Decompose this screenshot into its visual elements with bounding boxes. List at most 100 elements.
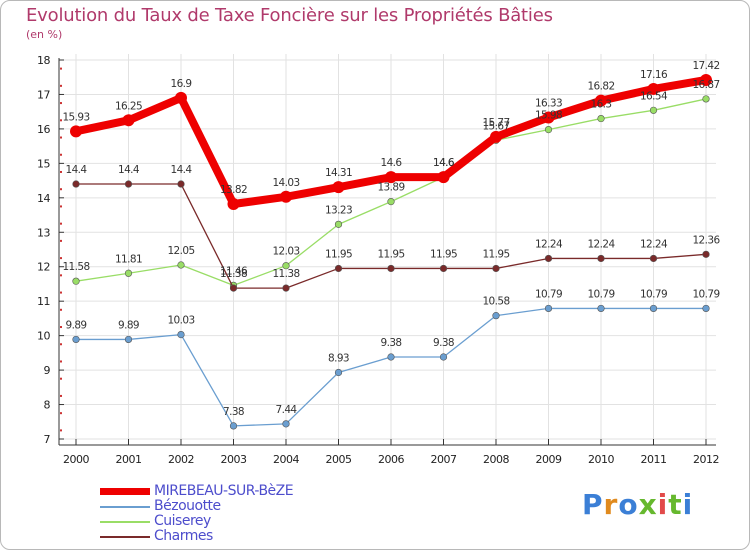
data-label: 16.54 (640, 90, 668, 102)
data-label: 14.6 (433, 157, 455, 169)
data-label: 14.03 (272, 177, 299, 189)
x-tick-label: 2005 (326, 453, 352, 466)
data-label: 12.36 (692, 234, 720, 246)
data-label: 11.38 (272, 268, 299, 280)
data-label: 14.31 (325, 167, 352, 179)
data-point (385, 171, 397, 184)
logo-letter: x (638, 488, 658, 521)
x-tick-label: 2006 (378, 453, 404, 466)
legend-swatch-cuiserey (100, 520, 150, 523)
legend-swatch-mirebeau (100, 488, 150, 495)
data-label: 16.3 (591, 99, 612, 111)
data-label: 11.95 (430, 248, 457, 260)
data-label: 11.81 (115, 253, 142, 265)
data-point (439, 353, 448, 361)
data-label: 11.46 (220, 265, 248, 277)
y-minor-tick (60, 308, 62, 311)
data-point (282, 420, 290, 428)
x-tick-label: 2010 (588, 453, 614, 466)
data-label: 7.38 (223, 406, 244, 418)
legend-item: Bézouotte (100, 499, 293, 514)
data-label: 11.95 (325, 248, 352, 260)
data-point (387, 198, 395, 206)
x-tick-label: 2003 (221, 453, 247, 466)
data-point (439, 264, 448, 273)
data-label: 13.89 (377, 182, 404, 194)
data-label: 9.38 (381, 337, 402, 349)
y-tick-label: 12 (37, 261, 50, 274)
data-label: 14.6 (381, 157, 403, 169)
x-tick-label: 2008 (483, 453, 509, 466)
data-label: 10.79 (587, 288, 614, 300)
y-tick-label: 18 (37, 54, 50, 67)
data-point (122, 114, 135, 127)
data-point (387, 353, 395, 361)
data-label: 15.98 (535, 110, 562, 122)
data-point (124, 269, 133, 277)
legend: MIREBEAU-SUR-BèZE Bézouotte Cuiserey Cha… (100, 484, 294, 544)
y-minor-tick (60, 412, 62, 415)
x-tick-label: 2009 (536, 453, 562, 466)
data-label: 11.38 (220, 268, 247, 280)
data-point (124, 180, 133, 188)
data-label: 10.03 (167, 315, 194, 327)
data-label: 13.82 (220, 184, 247, 196)
proxiti-logo: Proxiti (582, 488, 693, 521)
x-tick-label: 2011 (641, 453, 667, 466)
legend-label-bezouotte: Bézouotte (154, 498, 221, 514)
x-tick-label: 2001 (116, 453, 142, 466)
y-tick-label: 17 (37, 88, 50, 101)
data-label: 17.16 (640, 69, 668, 81)
legend-item: Charmes (100, 529, 293, 544)
data-label: 11.95 (377, 248, 404, 260)
y-tick-label: 15 (37, 157, 50, 170)
x-tick-label: 2000 (63, 453, 89, 466)
y-minor-tick (60, 222, 62, 225)
logo-letter: P (582, 488, 604, 521)
data-label: 8.93 (328, 353, 349, 365)
data-point (124, 335, 133, 344)
x-tick-label: 2012 (693, 453, 719, 466)
axes: 7 8 9 10 11 12 13 14 15 16 17 18 2000 2001 2002 2003 200… (37, 54, 720, 466)
data-point (544, 304, 553, 313)
data-point (334, 368, 343, 377)
data-point (282, 262, 290, 270)
data-point (700, 73, 712, 86)
y-minor-tick (60, 84, 62, 87)
y-minor-tick (60, 153, 62, 156)
data-label: 15.67 (482, 120, 509, 132)
y-minor-tick (60, 119, 62, 122)
y-tick-label: 14 (37, 192, 50, 205)
y-minor-tick (60, 257, 62, 260)
data-label: 9.38 (433, 337, 454, 349)
line-chart: 7 8 9 10 11 12 13 14 15 16 17 18 2000 2001 2002 2003 200… (37, 54, 721, 466)
data-label: 12.05 (167, 245, 194, 257)
logo-letter: i (657, 488, 669, 521)
y-minor-tick (60, 239, 62, 242)
data-label: 10.79 (640, 288, 667, 300)
data-label: 16.9 (171, 78, 192, 90)
data-point (177, 180, 185, 188)
y-minor-tick (60, 343, 62, 346)
data-point (227, 198, 240, 211)
data-point (597, 304, 605, 313)
series-layer (70, 73, 712, 430)
data-point (595, 94, 607, 107)
data-label: 9.89 (66, 319, 87, 331)
x-tick-label: 2002 (168, 453, 194, 466)
y-minor-tick (60, 274, 62, 277)
data-label: 14.6 (433, 157, 455, 169)
y-tick-label: 16 (37, 123, 50, 136)
data-label: 9.89 (118, 319, 139, 331)
logo-letter: o (618, 488, 639, 521)
data-point (437, 171, 450, 184)
data-point (72, 335, 80, 344)
data-label: 14.4 (66, 164, 88, 176)
y-minor-tick (60, 170, 62, 173)
data-point (334, 220, 343, 228)
logo-letter: t (668, 488, 683, 521)
y-minor-tick (60, 360, 62, 363)
data-label: 11.95 (482, 248, 509, 260)
data-point (72, 180, 80, 188)
data-label: 15.77 (482, 117, 509, 129)
